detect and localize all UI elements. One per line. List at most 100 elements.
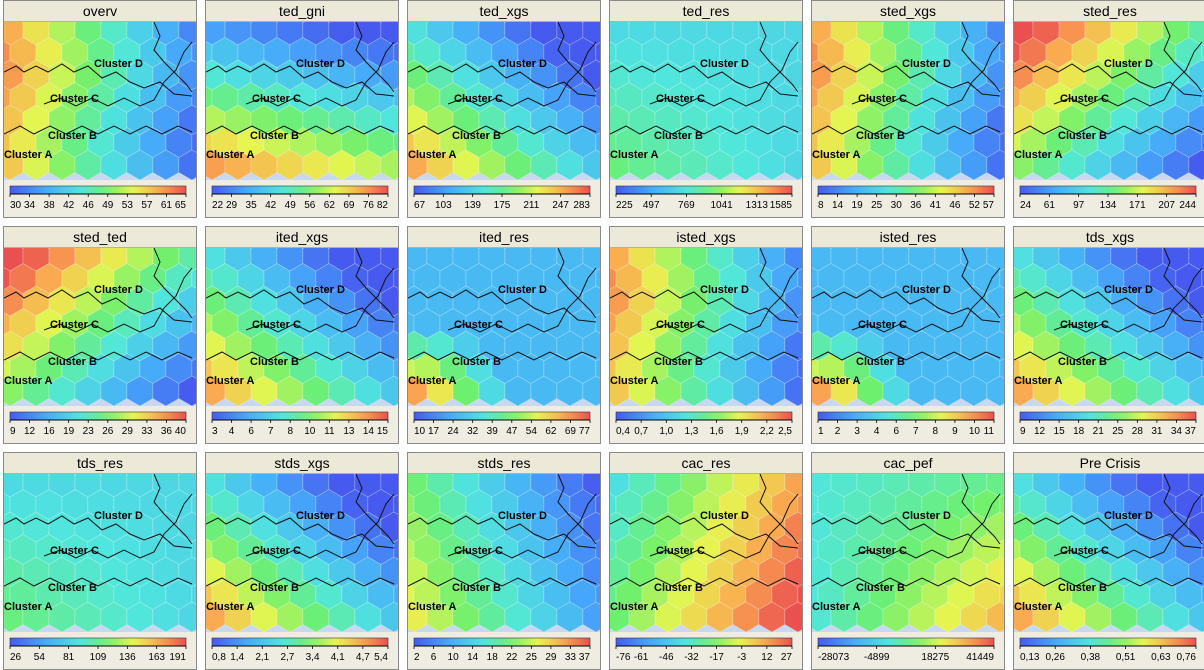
colorbar-tick-label: 2 [414,652,420,663]
cluster-boundary [649,41,799,107]
colorbar-tick-label: 26 [102,426,114,437]
colorbar-tick-label: 0,13 [1020,652,1040,663]
cluster-label: Cluster C [1060,319,1109,331]
cluster-boundary [1053,267,1203,333]
colorbar-tick-label: -61 [634,652,649,663]
cluster-label: Cluster B [250,356,299,368]
hex-cell [380,375,398,407]
cluster-label: Cluster A [4,601,53,613]
cluster-boundary [812,515,1001,549]
colorbar-tick-label: 29 [545,652,557,663]
colorbar-tick-label: 191 [169,652,186,663]
colorbar-tick-label: 15 [377,426,389,437]
cluster-boundary [1053,493,1203,559]
cluster-boundary [1014,63,1203,97]
colorbar-tick-label: 25 [526,652,538,663]
cluster-boundary [812,125,1001,135]
cluster-label: Cluster C [454,545,503,557]
colorbar-tick-label: 49 [285,200,297,211]
colorbar-tick-label: 12 [1034,426,1046,437]
colorbar-tick-label: 52 [969,200,981,211]
colorbar-tick-label: 29 [122,426,134,437]
hex-cell [380,149,398,181]
cluster-label: Cluster D [94,510,143,522]
colorbar-tick-label: 67 [414,200,426,211]
colorbar-tick-label: 2,7 [280,652,294,663]
cluster-boundary [812,289,1001,323]
cluster-label: Cluster C [252,319,301,331]
cluster-label: Cluster D [498,284,547,296]
cluster-boundary [1163,248,1203,319]
colorbar-tick-label: 247 [552,200,569,211]
colorbar [817,637,995,647]
colorbar-tick-label: 16 [44,426,56,437]
hex-cell [380,601,398,633]
colorbar-tick-label: 12 [24,426,36,437]
cluster-boundary [851,41,1001,107]
colorbar [413,411,591,421]
colorbar-tick-label: 139 [464,200,481,211]
colorbar-tick-label: 34 [24,200,36,211]
cluster-boundary [610,289,799,323]
cluster-boundary [4,289,193,323]
colorbar-tick-label: 283 [573,200,590,211]
colorbar-tick-label: 244 [1179,200,1196,211]
heatmap-svg: Cluster A Cluster B Cluster C Cluster D 67 10… [408,22,600,217]
cluster-boundary [447,267,597,333]
hex-cell [784,149,802,181]
component-plane-16: cac_pef Cluster A Cluster B Cluster C Cluste… [811,452,1005,670]
cluster-boundary [610,125,799,135]
heatmap-svg: Cluster A Cluster B Cluster C Cluster D 30 34… [4,22,196,217]
colorbar-tick-label: 1041 [710,200,733,211]
colorbar-tick-label: 27 [781,652,793,663]
colorbar-tick-label: 14 [467,652,479,663]
cluster-label: Cluster B [250,130,299,142]
colorbar-tick-label: 54 [526,426,538,437]
cluster-boundary [759,248,799,319]
colorbar-tick-label: 175 [494,200,511,211]
colorbar-tick-label: 33 [565,652,577,663]
heatmap-svg: Cluster A Cluster B Cluster C Cluster D 3 4 6 7… [206,248,398,443]
colorbar-tick-label: 7 [268,426,274,437]
cluster-boundary [355,474,395,545]
cluster-boundary [245,267,395,333]
component-plane-2: ted_xgs Cluster A Cluster B Cluster C Cluste… [407,0,601,218]
cluster-boundary [1163,474,1203,545]
colorbar-tick-label: 0,76 [1177,652,1197,663]
cluster-boundary [961,22,1001,93]
colorbar-tick-label: 65 [175,200,187,211]
component-plane-9: isted_xgs Cluster A Cluster B Cluster C Clus… [609,226,803,444]
colorbar-tick-label: 18 [1073,426,1085,437]
colorbar-tick-label: 19 [63,426,75,437]
colorbar [9,637,187,647]
colorbar-tick-label: 24 [1020,200,1032,211]
colorbar-tick-label: 97 [1073,200,1085,211]
panel-title: overv [4,1,196,22]
colorbar-tick-label: 37 [579,652,591,663]
cluster-boundary [1014,125,1203,135]
colorbar-tick-label: 4,7 [356,652,370,663]
colorbar-tick-label: 53 [122,200,134,211]
panel-title: ted_gni [206,1,398,22]
cluster-boundary [1014,351,1203,361]
colorbar-tick-label: 26 [10,652,22,663]
colorbar-tick-label: 29 [226,200,238,211]
colorbar-tick-label: 12 [761,652,773,663]
colorbar-tick-label: 41 [930,200,942,211]
colorbar-tick-label: 57 [983,200,995,211]
colorbar-tick-label: -17 [709,652,724,663]
colorbar-tick-label: 8 [287,426,293,437]
cluster-boundary [408,577,597,587]
colorbar-tick-label: 40 [175,426,187,437]
colorbar-tick-label: 15 [1054,426,1066,437]
colorbar-tick-label: 10 [448,652,460,663]
colorbar-tick-label: 47 [506,426,518,437]
colorbar [615,411,793,421]
cluster-boundary [43,493,193,559]
colorbar-tick-label: 1,4 [230,652,244,663]
cluster-label: Cluster A [4,375,53,387]
colorbar-tick-label: 77 [579,426,591,437]
cluster-boundary [408,125,597,135]
colorbar-tick-label: 6 [248,426,254,437]
colorbar-tick-label: 1313 [746,200,769,211]
